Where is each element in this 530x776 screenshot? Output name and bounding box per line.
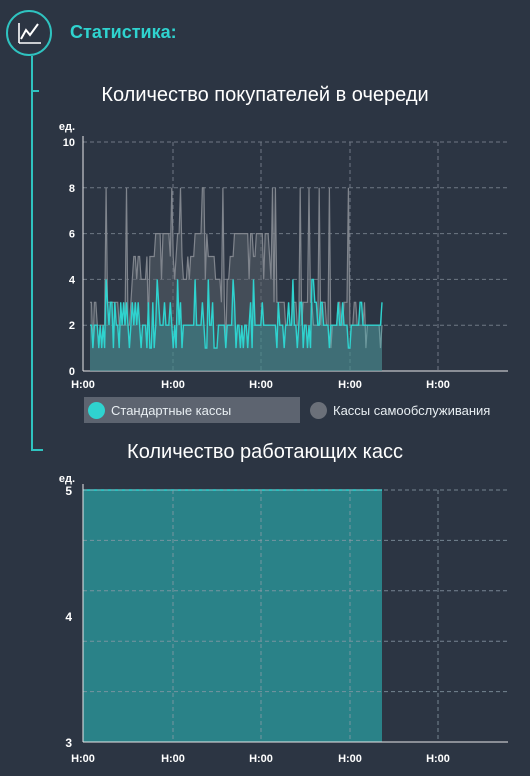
y-axis-unit: ед.: [59, 473, 75, 485]
registers-chart-title: Количество работающих касс: [0, 441, 530, 464]
y-tick-label: 4: [69, 274, 76, 286]
x-tick-label: H:00: [338, 753, 362, 765]
y-tick-label: 2: [69, 320, 75, 332]
x-tick-label: H:00: [426, 379, 450, 391]
y-tick-label: 5: [65, 484, 72, 498]
y-tick-label: 3: [65, 736, 72, 750]
y-tick-label: 8: [69, 183, 75, 195]
queue-chart: 0 2 4 6 8 10 H:00 H:00 H:00 H:00 H:00 ед.: [0, 0, 530, 392]
legend-item-standard[interactable]: Стандартные кассы: [84, 397, 300, 423]
y-tick-label: 10: [63, 137, 75, 149]
x-tick-label: H:00: [249, 379, 273, 391]
x-tick-label: H:00: [426, 753, 450, 765]
legend-dot-standard: [88, 402, 105, 419]
legend-label-self: Кассы самообслуживания: [333, 403, 490, 418]
x-tick-label: H:00: [338, 379, 362, 391]
legend-item-self[interactable]: Кассы самообслуживания: [306, 397, 520, 423]
x-tick-label: H:00: [161, 379, 185, 391]
y-tick-label: 0: [69, 366, 75, 378]
working-registers-area: [83, 490, 382, 742]
y-tick-label: 4: [65, 610, 72, 624]
y-tick-label: 6: [69, 229, 75, 241]
x-tick-label: H:00: [71, 379, 95, 391]
y-axis-unit: ед.: [59, 121, 75, 133]
legend-label-standard: Стандартные кассы: [111, 403, 231, 418]
x-tick-label: H:00: [161, 753, 185, 765]
x-tick-label: H:00: [249, 753, 273, 765]
legend-dot-self: [310, 402, 327, 419]
x-tick-label: H:00: [71, 753, 95, 765]
